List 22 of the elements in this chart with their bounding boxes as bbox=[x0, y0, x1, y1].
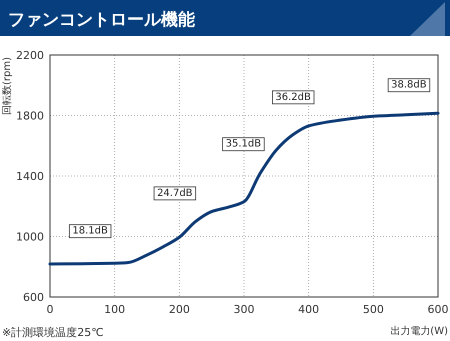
x-tick-label: 400 bbox=[298, 303, 320, 316]
x-tick-label: 200 bbox=[168, 303, 190, 316]
x-tick-label: 100 bbox=[104, 303, 126, 316]
x-tick-label: 600 bbox=[428, 303, 448, 316]
y-tick-label: 1400 bbox=[16, 170, 44, 183]
x-tick-label: 300 bbox=[234, 303, 254, 316]
annotation: 35.1dB bbox=[226, 138, 262, 150]
text: ※計測環境温度25℃ bbox=[2, 326, 104, 339]
annotation: 24.7dB bbox=[157, 188, 193, 199]
x-tick-label: 500 bbox=[362, 303, 384, 316]
y-tick-label: 1800 bbox=[16, 110, 44, 122]
annotation: 36.2dB bbox=[275, 92, 312, 103]
line-series bbox=[48, 112, 440, 266]
y-tick-label: 600 bbox=[23, 291, 44, 304]
x-tick-label: 0 bbox=[46, 303, 54, 316]
y-tick-label: 2200 bbox=[16, 49, 44, 62]
chart-title: ファンコントロール機能 bbox=[8, 10, 195, 30]
y-tick-label: 1000 bbox=[16, 230, 44, 244]
x-axis-title: 出力電力(W) bbox=[390, 325, 448, 337]
y-axis-title: 回転数(rpm) bbox=[2, 56, 13, 116]
annotation: 18.1dB bbox=[72, 226, 108, 237]
annotation: 38.8dB bbox=[391, 80, 427, 91]
